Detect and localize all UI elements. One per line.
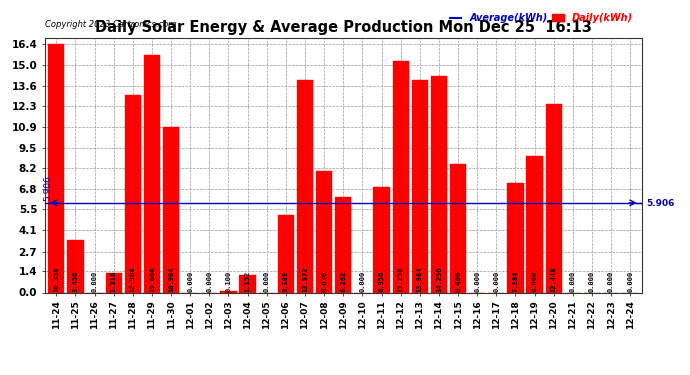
Text: 6.262: 6.262: [340, 270, 346, 292]
Text: 1.152: 1.152: [245, 270, 250, 292]
Legend: Average(kWh), Daily(kWh): Average(kWh), Daily(kWh): [446, 9, 637, 27]
Bar: [68, 240, 83, 292]
Bar: [220, 291, 237, 292]
Bar: [316, 171, 333, 292]
Bar: [393, 61, 408, 292]
Text: 16.356: 16.356: [53, 266, 59, 292]
Text: 8.460: 8.460: [455, 270, 461, 292]
Text: 5.906: 5.906: [43, 176, 52, 201]
Text: 13.972: 13.972: [302, 266, 308, 292]
Text: 5.108: 5.108: [283, 270, 289, 292]
Text: 0.000: 0.000: [608, 270, 614, 292]
Text: 0.000: 0.000: [92, 270, 97, 292]
Title: Daily Solar Energy & Average Production Mon Dec 25  16:13: Daily Solar Energy & Average Production …: [95, 20, 592, 35]
Text: 1.316: 1.316: [110, 270, 117, 292]
Text: 14.256: 14.256: [436, 266, 442, 292]
Text: 0.000: 0.000: [493, 270, 500, 292]
Text: 10.904: 10.904: [168, 266, 174, 292]
Text: 8.036: 8.036: [321, 270, 327, 292]
Text: 15.664: 15.664: [149, 266, 155, 292]
Text: 0.000: 0.000: [359, 270, 366, 292]
Bar: [125, 95, 141, 292]
Text: 8.968: 8.968: [531, 270, 538, 292]
Text: 12.984: 12.984: [130, 266, 136, 292]
Bar: [48, 44, 64, 292]
Text: 0.100: 0.100: [226, 270, 232, 292]
Text: 7.184: 7.184: [513, 270, 518, 292]
Text: 0.000: 0.000: [589, 270, 595, 292]
Text: 15.256: 15.256: [397, 266, 404, 292]
Bar: [297, 80, 313, 292]
Text: 0.000: 0.000: [264, 270, 270, 292]
Text: 0.000: 0.000: [570, 270, 576, 292]
Text: 13.984: 13.984: [417, 266, 423, 292]
Bar: [450, 164, 466, 292]
Text: 3.456: 3.456: [72, 270, 79, 292]
Bar: [106, 273, 122, 292]
Bar: [546, 104, 562, 292]
Text: Copyright 2023 Cartronics.com: Copyright 2023 Cartronics.com: [45, 20, 176, 28]
Text: 0.000: 0.000: [474, 270, 480, 292]
Bar: [144, 55, 160, 292]
Bar: [335, 198, 351, 292]
Text: 0.000: 0.000: [206, 270, 213, 292]
Bar: [373, 187, 390, 292]
Bar: [526, 156, 543, 292]
Bar: [239, 275, 256, 292]
Bar: [431, 76, 447, 292]
Text: 0.000: 0.000: [187, 270, 193, 292]
Text: 12.448: 12.448: [551, 266, 557, 292]
Bar: [278, 215, 294, 292]
Text: 0.000: 0.000: [627, 270, 633, 292]
Bar: [507, 183, 524, 292]
Text: 6.956: 6.956: [379, 270, 384, 292]
Bar: [163, 127, 179, 292]
Bar: [412, 80, 428, 292]
